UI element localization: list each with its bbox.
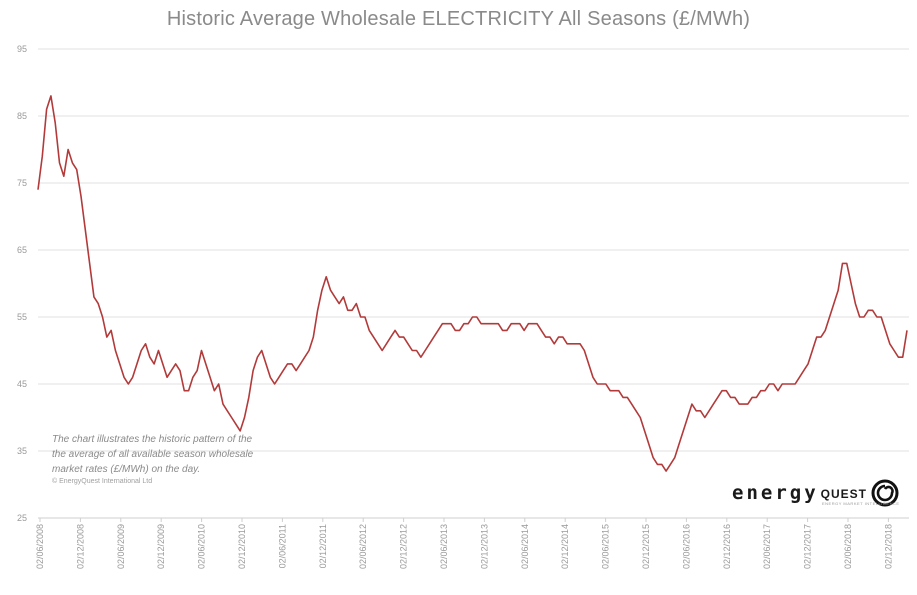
y-tick-label: 35 [17,446,27,456]
x-tick-label: 02/06/2010 [197,524,207,569]
x-tick-label: 02/06/2017 [762,524,772,569]
logo-word-quest: QUEST [820,487,867,501]
energyquest-logo: energy QUEST [732,478,899,508]
y-tick-label: 45 [17,379,27,389]
x-tick-label: 02/12/2009 [156,524,166,569]
x-tick-label: 02/06/2014 [520,524,530,569]
x-tick-label: 02/06/2011 [277,524,287,568]
y-tick-label: 75 [17,178,27,188]
x-tick-label: 02/12/2008 [75,524,85,569]
x-tick-label: 02/06/2009 [116,524,126,569]
x-tick-label: 02/06/2015 [601,524,611,569]
y-tick-label: 25 [17,513,27,523]
x-tick-label: 02/06/2008 [35,524,45,569]
y-tick-label: 55 [17,312,27,322]
x-tick-label: 02/12/2014 [560,524,570,569]
logo-word-energy: energy [732,482,819,504]
chart-title: Historic Average Wholesale ELECTRICITY A… [166,8,751,30]
x-tick-label: 02/12/2013 [479,524,489,569]
x-tick-label: 02/12/2011 [318,524,328,568]
chart-note-text: The chart illustrates the historic patte… [52,434,254,475]
swirl-icon [871,479,899,507]
chart-note: The chart illustrates the historic patte… [52,432,262,487]
x-tick-label: 02/12/2017 [803,524,813,569]
y-tick-label: 85 [17,111,27,121]
x-tick-label: 02/06/2012 [358,524,368,569]
x-tick-label: 02/12/2016 [722,524,732,569]
x-tick-label: 02/06/2016 [681,524,691,569]
x-tick-label: 02/12/2018 [883,524,893,569]
y-axis: 95 85 75 65 55 45 35 25 [17,44,27,523]
chart-note-copyright: © EnergyQuest International Ltd [52,478,153,485]
x-tick-label: 02/06/2013 [439,524,449,569]
series-line [37,95,908,472]
x-tick-label: 02/12/2015 [641,524,651,569]
x-tick-label: 02/12/2012 [399,524,409,569]
x-tick-label: 02/12/2010 [237,524,247,569]
logo-tagline: ENERGY MARKET INTELLIGENCE [822,501,900,506]
x-axis: 02/06/2008 02/12/2008 02/06/2009 02/12/2009… [35,518,893,569]
x-tick-label: 02/06/2018 [843,524,853,569]
y-tick-label: 65 [17,245,27,255]
y-tick-label: 95 [17,44,27,54]
